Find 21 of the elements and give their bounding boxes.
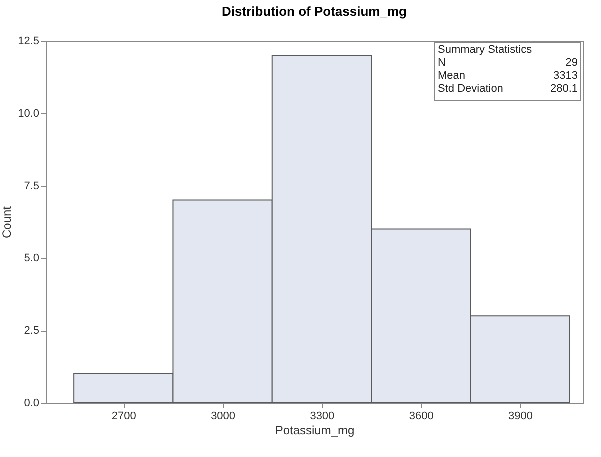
y-tick-label: 10.0 bbox=[18, 108, 40, 120]
x-tick-label: 2700 bbox=[112, 410, 136, 422]
y-tick-label: 12.5 bbox=[18, 36, 40, 48]
annotation: 280.1 bbox=[550, 83, 578, 95]
y-tick-label: 2.5 bbox=[24, 325, 40, 338]
annotation: 29 bbox=[566, 57, 578, 69]
annotation: Mean bbox=[438, 70, 466, 82]
x-axis-title: Potassium_mg bbox=[275, 424, 355, 438]
annotation: 3313 bbox=[554, 70, 578, 82]
y-tick-label: 0.0 bbox=[24, 398, 40, 410]
annotation: Summary Statistics bbox=[438, 44, 533, 56]
x-tick-label: 3900 bbox=[508, 410, 533, 422]
x-tick-label: 3300 bbox=[310, 410, 335, 422]
x-tick-label: 3000 bbox=[211, 410, 236, 422]
y-tick-label: 5.0 bbox=[24, 252, 40, 265]
y-axis-title: Count bbox=[0, 206, 14, 239]
x-tick-label: 3600 bbox=[409, 410, 434, 422]
y-tick-label: 7.5 bbox=[24, 180, 40, 192]
annotation: N bbox=[438, 57, 446, 69]
chart-title: Distribution of Potassium_mg bbox=[222, 4, 408, 19]
annotation: Std Deviation bbox=[438, 83, 504, 95]
